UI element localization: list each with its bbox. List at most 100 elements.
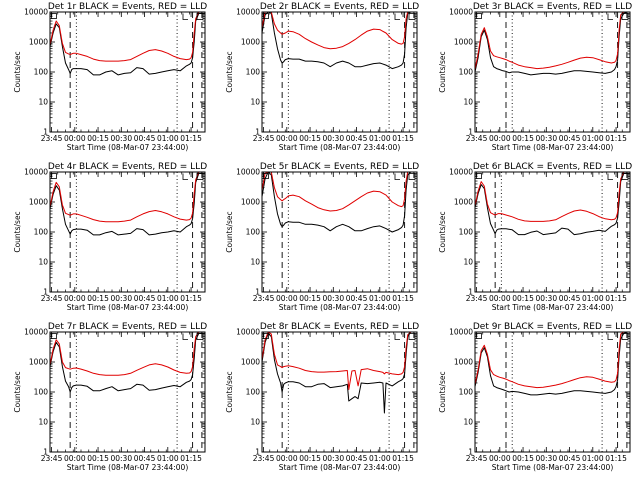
x-tick-label: 00:30	[535, 294, 557, 303]
x-tick-label: 00:45	[346, 454, 368, 463]
y-tick-label: 10	[463, 418, 473, 427]
plot-frame	[261, 331, 418, 453]
x-axis-label: Start Time (08-Mar-07 23:44:00)	[492, 463, 614, 472]
x-tick-label: 00:00	[489, 294, 511, 303]
y-tick-label: 1	[255, 448, 260, 457]
panel-det-8: Det 8r BLACK = Events, RED = LLD 1 10 100 10…	[225, 322, 419, 472]
x-tick-label: 00:45	[559, 134, 581, 143]
x-tick-label: 01:00	[582, 454, 604, 463]
x-axis-label: Start Time (08-Mar-07 23:44:00)	[279, 143, 401, 152]
y-tick-label: 10000	[24, 8, 48, 17]
y-tick-label: 10	[250, 258, 260, 267]
y-tick-label: 10000	[236, 8, 260, 17]
y-axis-label: Counts/sec	[225, 211, 234, 252]
y-axis-label: Counts/sec	[13, 51, 22, 92]
x-tick-label: 01:00	[369, 294, 391, 303]
y-tick-label: 1	[43, 448, 48, 457]
y-tick-label: 100	[459, 68, 474, 77]
x-tick-label: 00:45	[346, 134, 368, 143]
series-line-lld	[474, 171, 630, 222]
corner-marker-box	[408, 333, 416, 340]
corner-marker-box	[263, 333, 269, 339]
x-tick-label: 00:45	[559, 294, 581, 303]
x-tick-label: 01:00	[157, 294, 179, 303]
x-tick-label: 23:45	[466, 294, 488, 303]
x-tick-label: 00:15	[512, 454, 534, 463]
x-tick-label: 00:45	[134, 294, 156, 303]
plot-frame	[474, 331, 631, 453]
corner-marker-box	[408, 173, 416, 180]
series-line-events	[49, 172, 205, 236]
y-tick-label: 100	[34, 388, 49, 397]
corner-marker-box	[263, 13, 269, 19]
x-tick-label: 00:00	[276, 454, 298, 463]
series-line-events	[261, 171, 417, 233]
y-tick-label: 10	[463, 98, 473, 107]
series-line-lld	[49, 11, 205, 62]
plot-frame	[261, 11, 418, 133]
x-tick-label: 00:15	[299, 454, 321, 463]
series-line-events	[49, 12, 205, 76]
x-tick-label: 00:45	[559, 454, 581, 463]
y-tick-label: 100	[459, 388, 474, 397]
panel-det-7: Det 7r BLACK = Events, RED = LLD 1 10 100 10…	[13, 322, 207, 472]
x-tick-label: 01:00	[582, 134, 604, 143]
series-line-lld	[49, 171, 205, 223]
panel-title: Det 3r BLACK = Events, RED = LLD	[473, 2, 632, 12]
x-tick-label: 00:30	[535, 134, 557, 143]
y-tick-label: 1000	[29, 198, 48, 207]
plot-frame	[261, 171, 418, 293]
x-tick-label: 01:15	[392, 454, 414, 463]
y-tick-label: 100	[246, 228, 261, 237]
x-tick-label: 00:30	[322, 134, 344, 143]
y-tick-label: 100	[34, 228, 49, 237]
x-tick-label: 23:45	[41, 134, 63, 143]
x-tick-label: 00:00	[64, 294, 86, 303]
y-tick-label: 10000	[24, 168, 48, 177]
y-tick-label: 1000	[241, 358, 260, 367]
x-tick-label: 01:15	[392, 294, 414, 303]
x-tick-label: 23:45	[253, 454, 275, 463]
x-tick-label: 01:00	[369, 454, 391, 463]
series-line-lld	[261, 331, 417, 391]
x-tick-label: 00:00	[489, 454, 511, 463]
y-tick-label: 1000	[29, 358, 48, 367]
x-tick-label: 00:00	[276, 294, 298, 303]
panel-det-4: Det 4r BLACK = Events, RED = LLD 1 10 100 10…	[13, 162, 207, 312]
y-axis-label: Counts/sec	[225, 51, 234, 92]
x-tick-label: 00:15	[87, 294, 109, 303]
y-tick-label: 10	[463, 258, 473, 267]
y-tick-label: 1000	[454, 358, 473, 367]
y-tick-label: 1000	[454, 38, 473, 47]
panel-det-5: Det 5r BLACK = Events, RED = LLD 1 10 100 10…	[225, 162, 419, 312]
y-tick-label: 100	[459, 228, 474, 237]
y-tick-label: 1	[43, 288, 48, 297]
series-line-lld	[261, 11, 417, 50]
series-line-events	[474, 11, 630, 76]
y-axis-label: Counts/sec	[438, 211, 447, 252]
series-line-lld	[49, 331, 205, 376]
series-line-events	[474, 172, 630, 236]
series-line-lld	[261, 171, 417, 212]
x-tick-label: 23:45	[253, 134, 275, 143]
corner-marker-box	[51, 333, 57, 339]
x-tick-label: 00:30	[322, 454, 344, 463]
plot-frame	[49, 11, 206, 133]
corner-marker-box	[408, 13, 416, 20]
corner-marker-box	[263, 173, 269, 179]
y-axis-label: Counts/sec	[225, 371, 234, 412]
y-tick-label: 10000	[449, 168, 473, 177]
series-line-events	[261, 331, 417, 414]
x-tick-label: 01:00	[369, 134, 391, 143]
series-line-events	[474, 331, 630, 396]
series-line-events	[261, 11, 417, 70]
x-axis-label: Start Time (08-Mar-07 23:44:00)	[67, 143, 189, 152]
corner-marker-bracket	[182, 173, 188, 180]
y-tick-label: 10	[38, 258, 48, 267]
x-tick-label: 23:45	[253, 294, 275, 303]
panel-title: Det 6r BLACK = Events, RED = LLD	[473, 162, 632, 172]
x-axis-label: Start Time (08-Mar-07 23:44:00)	[492, 143, 614, 152]
panel-det-2: Det 2r BLACK = Events, RED = LLD 1 10 100 10…	[225, 2, 419, 152]
corner-marker-box	[476, 13, 482, 19]
